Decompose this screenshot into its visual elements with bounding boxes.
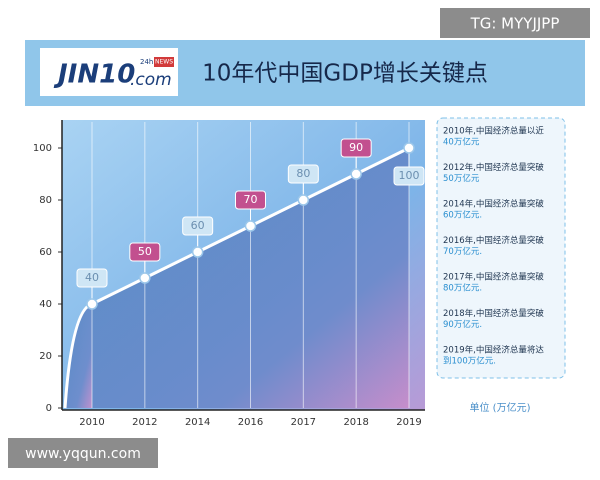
value-label: 90 bbox=[349, 141, 363, 154]
value-label: 70 bbox=[244, 193, 258, 206]
value-label-box bbox=[287, 164, 319, 184]
y-tick-label: 0 bbox=[46, 403, 52, 414]
watermark-box bbox=[440, 8, 590, 38]
point bbox=[191, 246, 204, 258]
value-label-box bbox=[129, 242, 161, 262]
value-label: 80 bbox=[296, 167, 310, 180]
note-text: 80万亿元. bbox=[443, 283, 482, 294]
note-text: 40万亿元 bbox=[443, 137, 480, 148]
note-text: 到100万亿元. bbox=[443, 356, 496, 367]
note-text: 2018年,中国经济总量突破 bbox=[443, 308, 544, 319]
point bbox=[350, 168, 362, 180]
x-tick-label: 2019 bbox=[396, 417, 421, 428]
value-label: 50 bbox=[138, 245, 152, 258]
x-tick-label: 2018 bbox=[343, 417, 368, 428]
note-text: 2014年,中国经济总量突破 bbox=[443, 199, 544, 210]
y-tick-label: 60 bbox=[39, 247, 52, 258]
note-text: 70万亿元. bbox=[443, 246, 482, 257]
x-tick-label: 2016 bbox=[238, 417, 263, 428]
logo-badge: NEWS bbox=[155, 59, 173, 66]
note-text: 50万亿元 bbox=[443, 173, 480, 184]
watermark-box bbox=[8, 438, 158, 468]
x-tick-label: 2017 bbox=[291, 417, 316, 428]
note-text: 60万亿元. bbox=[443, 210, 482, 221]
point bbox=[297, 194, 310, 206]
value-label: 60 bbox=[191, 219, 205, 232]
value-label-box bbox=[340, 138, 372, 158]
point bbox=[139, 272, 151, 284]
watermark-top: TG: MYYJJPP bbox=[470, 15, 560, 33]
notes-panel bbox=[436, 117, 566, 379]
point bbox=[244, 220, 257, 232]
note-text: 2019年,中国经济总量将达 bbox=[443, 345, 544, 356]
logo-suffix: .com bbox=[130, 70, 172, 90]
x-tick-label: 2014 bbox=[185, 417, 210, 428]
note-text: 2010年,中国经济总量以近 bbox=[443, 126, 544, 137]
logo-box bbox=[40, 48, 178, 96]
point bbox=[403, 142, 415, 154]
y-tick-label: 20 bbox=[39, 351, 52, 362]
note-text: 2017年,中国经济总量突破 bbox=[443, 272, 544, 283]
value-label-box bbox=[182, 216, 214, 236]
value-label: 40 bbox=[85, 271, 99, 284]
value-label-box bbox=[76, 268, 108, 288]
area-tail bbox=[65, 304, 92, 408]
logo-news-box bbox=[154, 57, 174, 67]
y-tick-label: 40 bbox=[39, 299, 52, 310]
logo-main: JIN10 bbox=[53, 60, 135, 90]
chart-title: 10年代中国GDP增长关键点 bbox=[202, 61, 488, 87]
unit-label: 单位 (万亿元) bbox=[470, 401, 531, 414]
value-label-box bbox=[393, 166, 425, 186]
logo-badge: 24h bbox=[140, 58, 153, 66]
note-text: 2012年,中国经济总量突破 bbox=[443, 162, 544, 173]
y-tick-label: 100 bbox=[33, 143, 52, 154]
value-label-box bbox=[235, 190, 266, 210]
x-tick-label: 2012 bbox=[132, 417, 157, 428]
point bbox=[86, 298, 98, 310]
x-tick-label: 2010 bbox=[79, 417, 104, 428]
y-tick-label: 80 bbox=[39, 195, 52, 206]
watermark-bottom: www.yqqun.com bbox=[25, 446, 141, 462]
note-text: 2016年,中国经济总量突破 bbox=[443, 235, 544, 246]
value-label: 100 bbox=[399, 169, 420, 182]
plot: 40 50 60 70 80 90 100 bbox=[63, 122, 425, 409]
note-text: 90万亿元. bbox=[443, 319, 482, 330]
